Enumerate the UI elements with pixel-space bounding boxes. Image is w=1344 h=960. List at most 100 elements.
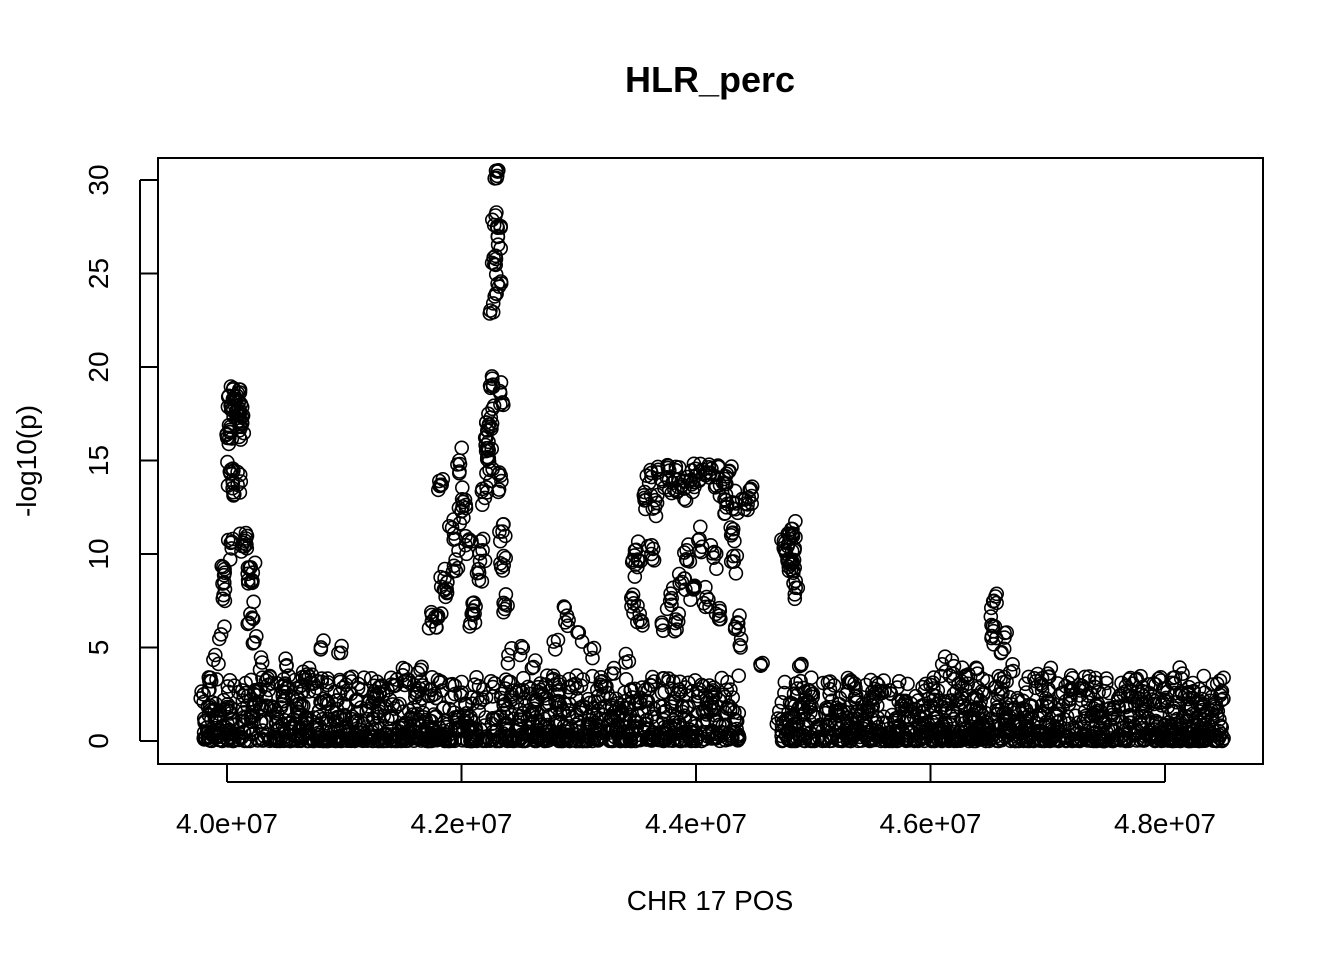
data-point (1117, 733, 1133, 748)
data-point (685, 474, 701, 490)
data-point (450, 712, 466, 728)
data-point (898, 702, 913, 718)
data-point (952, 692, 967, 707)
data-point (934, 733, 950, 749)
data-point (692, 519, 708, 535)
data-point (1034, 697, 1050, 713)
data-point (935, 717, 950, 733)
data-point (1183, 733, 1199, 749)
data-point (447, 678, 463, 694)
data-point (1111, 691, 1126, 706)
data-point (233, 474, 249, 489)
data-point (232, 467, 248, 483)
data-point (954, 695, 970, 710)
data-point (781, 526, 797, 542)
data-point (937, 694, 953, 709)
data-point (397, 730, 413, 746)
data-point (498, 550, 514, 566)
data-point (618, 671, 634, 687)
data-point (645, 501, 661, 516)
data-point (900, 676, 915, 692)
data-point (515, 640, 531, 656)
data-point (987, 680, 1003, 695)
data-point (633, 690, 648, 706)
data-point (589, 722, 605, 737)
data-point (695, 716, 711, 732)
data-point (1118, 678, 1134, 694)
data-point (899, 701, 915, 717)
data-point (245, 700, 260, 716)
data-point (771, 703, 787, 719)
data-point (369, 733, 385, 749)
data-point (731, 731, 746, 747)
data-point (565, 677, 580, 693)
data-point (223, 730, 238, 746)
data-point (499, 709, 514, 725)
data-point (858, 677, 874, 693)
data-point (459, 546, 474, 562)
data-point (1196, 668, 1212, 684)
data-point (301, 660, 317, 676)
data-point (220, 532, 236, 548)
data-point (1111, 699, 1126, 714)
data-point (565, 710, 580, 726)
data-point (316, 733, 332, 748)
data-point (1123, 670, 1138, 686)
data-point (495, 395, 510, 410)
data-point (496, 516, 511, 532)
data-point (248, 628, 264, 644)
data-point (486, 250, 501, 265)
data-point (817, 705, 833, 721)
data-point (490, 237, 506, 252)
y-axis-label: -log10(p) (11, 405, 42, 517)
data-point (634, 680, 650, 695)
data-point (1069, 732, 1084, 748)
data-point (719, 496, 735, 512)
data-point (630, 552, 645, 567)
data-point (884, 707, 900, 723)
data-point (212, 631, 227, 647)
data-point (997, 729, 1013, 744)
data-point (960, 676, 976, 692)
x-tick-label: 4.8e+07 (1114, 808, 1216, 839)
data-point (475, 481, 490, 497)
data-point (222, 552, 238, 567)
data-point (676, 545, 692, 560)
data-point (1090, 699, 1106, 714)
data-point (410, 665, 426, 681)
data-point (221, 684, 236, 700)
data-point (1114, 675, 1129, 691)
data-point (208, 729, 223, 745)
data-point (698, 599, 713, 615)
data-point (1022, 707, 1037, 723)
data-point (550, 632, 566, 648)
data-point (641, 731, 656, 747)
data-point (744, 479, 760, 495)
data-point (712, 733, 728, 749)
data-point (425, 731, 440, 747)
data-point (770, 711, 786, 726)
data-point (474, 574, 490, 589)
data-point (333, 645, 349, 661)
data-point (377, 700, 392, 716)
data-point (573, 724, 589, 739)
data-point (742, 482, 758, 498)
data-point (667, 722, 683, 737)
data-point (498, 587, 514, 602)
data-point (437, 733, 452, 748)
data-point (313, 640, 329, 655)
data-point (1065, 670, 1080, 686)
data-point (499, 721, 515, 736)
data-point (669, 622, 684, 637)
data-point (1116, 727, 1132, 743)
data-point (238, 531, 254, 546)
data-point (788, 676, 804, 691)
data-point (725, 548, 741, 564)
data-point (432, 478, 448, 494)
data-point (475, 542, 490, 558)
data-point (257, 729, 272, 744)
data-point (500, 656, 516, 671)
data-point (1023, 699, 1039, 714)
data-point (445, 563, 461, 579)
data-point (676, 571, 692, 586)
